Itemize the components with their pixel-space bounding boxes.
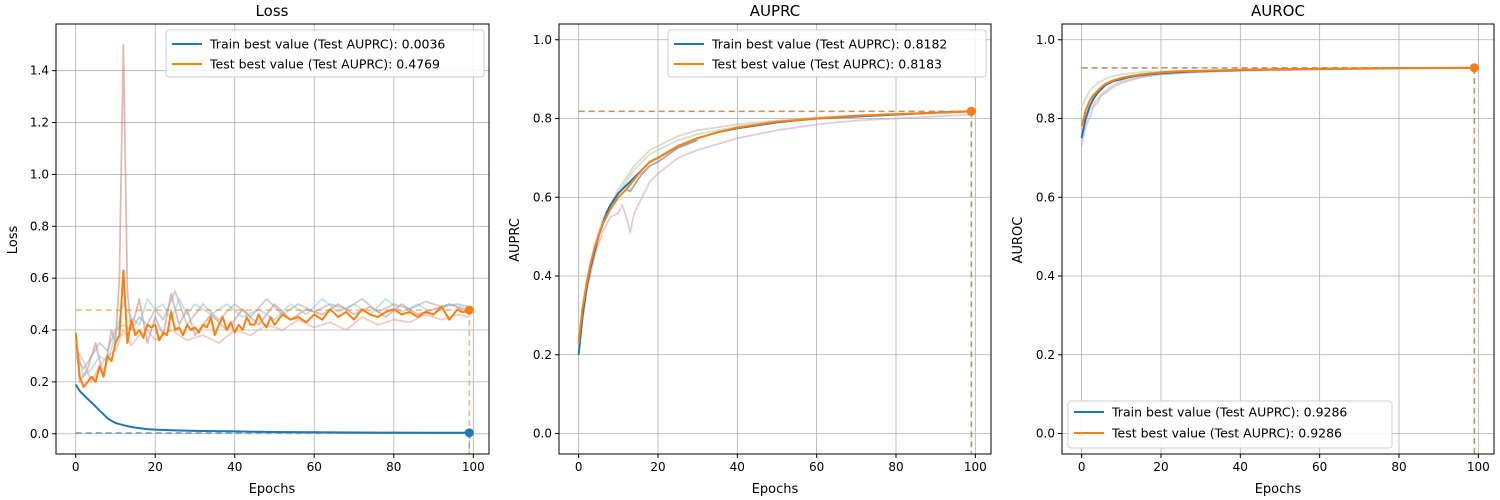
loss-ytick-label: 1.4 <box>30 64 49 78</box>
auroc-grid <box>1062 24 1494 454</box>
auroc-best-markers <box>1081 67 1476 454</box>
auroc-xtick-label: 40 <box>1233 460 1248 474</box>
loss-train-line <box>74 383 470 434</box>
loss-xlabel: Epochs <box>249 482 296 497</box>
loss-legend: Train best value (Test AUPRC): 0.0036 Te… <box>165 29 485 78</box>
loss-ylabel: Loss <box>6 226 21 255</box>
auprc-end-markers <box>966 106 976 116</box>
auprc-test-end-marker <box>966 106 976 116</box>
loss-xtick-label: 80 <box>386 460 401 474</box>
auprc-xtick-label: 80 <box>888 460 903 474</box>
auprc-panel: AUPRC Epochs AUPRC 0 20 40 60 80 100 0.0 0.2 0.4… <box>508 2 992 497</box>
auroc-xtick-label: 100 <box>1467 460 1490 474</box>
auprc-series-lines <box>577 110 972 355</box>
loss-title: Loss <box>256 2 289 20</box>
loss-ticks: 0 20 40 60 80 100 0.0 0.2 0.4 0.6 0.8 1.0 1.2 1.4 <box>30 64 485 474</box>
loss-train-end-marker <box>464 428 474 438</box>
auroc-xtick-label: 20 <box>1153 460 1168 474</box>
auprc-ytick-label: 0.6 <box>533 190 552 204</box>
auprc-ytick-label: 0.0 <box>533 427 552 441</box>
auprc-ytick-label: 0.2 <box>533 348 552 362</box>
auprc-test-line <box>577 110 972 344</box>
loss-xtick-label: 100 <box>462 460 485 474</box>
auroc-xlabel: Epochs <box>1255 482 1302 497</box>
loss-ytick-label: 0.0 <box>30 427 49 441</box>
auprc-title: AUPRC <box>750 2 800 20</box>
auprc-faint-line <box>617 139 698 198</box>
loss-faint-line <box>74 290 470 370</box>
auroc-panel: AUROC Epochs AUROC 0 20 40 60 80 100 0.0 0.2 0.4… <box>1011 2 1495 497</box>
loss-plot-frame <box>55 23 490 455</box>
auroc-legend-train-label: Train best value (Test AUPRC): 0.9286 <box>1111 405 1347 420</box>
loss-ytick-label: 0.2 <box>30 375 49 389</box>
loss-faint-line <box>74 297 470 378</box>
loss-xtick-label: 40 <box>227 460 242 474</box>
auprc-faint-line <box>577 113 972 348</box>
auprc-ticks: 0 20 40 60 80 100 0.0 0.2 0.4 0.6 0.8 1.0 <box>533 33 987 474</box>
auroc-legend-test-label: Test best value (Test AUPRC): 0.9286 <box>1111 426 1342 441</box>
auroc-series-lines <box>1080 66 1475 139</box>
auprc-xlabel: Epochs <box>752 482 799 497</box>
loss-ytick-label: 0.4 <box>30 323 49 337</box>
loss-end-markers <box>464 305 474 438</box>
loss-test-line <box>74 269 470 389</box>
auroc-ytick-label: 0.6 <box>1036 190 1055 204</box>
auroc-xtick-label: 0 <box>1078 460 1086 474</box>
auprc-xtick-label: 20 <box>650 460 665 474</box>
loss-test-end-marker <box>464 305 474 315</box>
auprc-xtick-label: 40 <box>730 460 745 474</box>
auroc-ytick-label: 1.0 <box>1036 33 1055 47</box>
loss-ytick-label: 0.8 <box>30 219 49 233</box>
loss-legend-test-label: Test best value (Test AUPRC): 0.4769 <box>209 57 440 72</box>
loss-ytick-label: 0.6 <box>30 271 49 285</box>
auroc-legend: Train best value (Test AUPRC): 0.9286 Te… <box>1067 400 1393 449</box>
auroc-end-markers <box>1469 63 1479 73</box>
auprc-xtick-label: 0 <box>575 460 583 474</box>
loss-ytick-label: 1.0 <box>30 167 49 181</box>
loss-xtick-label: 60 <box>307 460 322 474</box>
auroc-ticks: 0 20 40 60 80 100 0.0 0.2 0.4 0.6 0.8 1.0 <box>1036 33 1490 474</box>
auprc-best-markers <box>578 110 973 454</box>
auprc-legend-test-label: Test best value (Test AUPRC): 0.8183 <box>711 57 942 72</box>
auprc-ytick-label: 0.8 <box>533 112 552 126</box>
loss-panel: Loss Epochs Loss 0 20 40 60 80 100 0.0 0.2 0.4 0.… <box>6 2 490 497</box>
auprc-legend: Train best value (Test AUPRC): 0.8182 Te… <box>667 29 987 78</box>
loss-series-lines <box>74 269 470 434</box>
auprc-legend-train-label: Train best value (Test AUPRC): 0.8182 <box>711 37 947 52</box>
auroc-xtick-label: 60 <box>1312 460 1327 474</box>
auprc-plot-frame <box>558 23 992 455</box>
auroc-ytick-label: 0.8 <box>1036 112 1055 126</box>
auroc-plot-frame <box>1061 23 1495 455</box>
auroc-test-line <box>1080 66 1475 127</box>
auprc-ylabel: AUPRC <box>508 218 523 262</box>
auprc-ytick-label: 1.0 <box>533 33 552 47</box>
auprc-ytick-label: 0.4 <box>533 269 552 283</box>
auroc-xtick-label: 80 <box>1391 460 1406 474</box>
auprc-xtick-label: 60 <box>809 460 824 474</box>
auroc-ylabel: AUROC <box>1011 217 1026 264</box>
auroc-ytick-label: 0.0 <box>1036 427 1055 441</box>
auprc-xtick-label: 100 <box>964 460 987 474</box>
loss-xtick-label: 0 <box>72 460 80 474</box>
loss-xtick-label: 20 <box>148 460 163 474</box>
auroc-ytick-label: 0.2 <box>1036 348 1055 362</box>
auroc-ytick-label: 0.4 <box>1036 269 1055 283</box>
auroc-title: AUROC <box>1251 2 1305 20</box>
auroc-test-end-marker <box>1469 63 1479 73</box>
loss-legend-train-label: Train best value (Test AUPRC): 0.0036 <box>209 37 445 52</box>
loss-ytick-label: 1.2 <box>30 116 49 130</box>
